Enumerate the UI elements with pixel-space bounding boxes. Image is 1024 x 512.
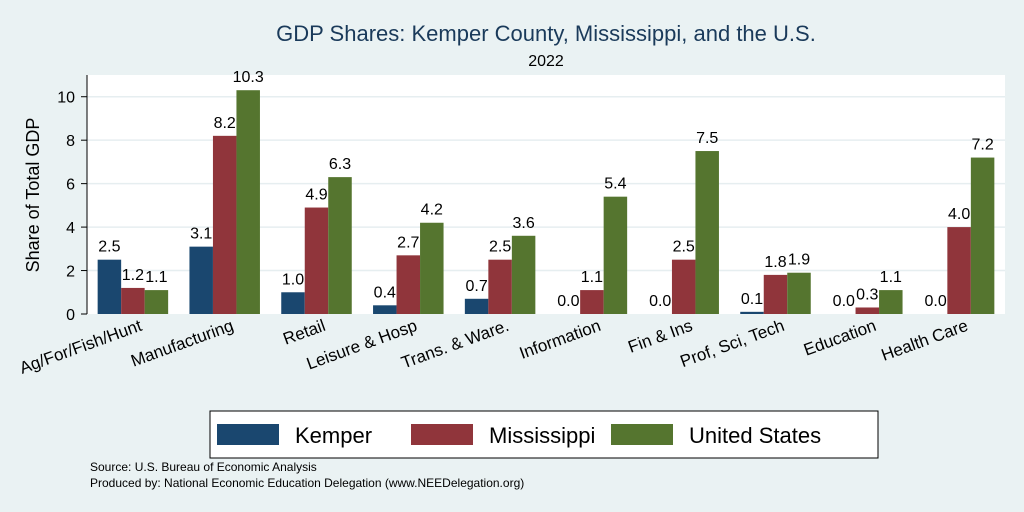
data-label: 1.8 <box>764 254 786 271</box>
bar-kemper <box>373 305 397 314</box>
legend-swatch <box>411 424 473 445</box>
bar-mississippi <box>121 287 145 314</box>
data-label: 1.9 <box>788 252 810 269</box>
bar-mississippi <box>396 255 421 314</box>
bar-united-states <box>144 290 169 314</box>
data-label: 0.0 <box>924 293 946 310</box>
y-tick-label: 4 <box>66 220 75 237</box>
data-label: 0.1 <box>741 291 763 308</box>
legend-swatch <box>611 424 673 445</box>
bar-united-states <box>236 90 260 314</box>
bar-united-states <box>603 196 628 314</box>
bar-united-states <box>787 272 811 314</box>
legend-swatch <box>217 424 279 445</box>
y-ticks: 0 2 4 6 8 10 <box>57 90 87 324</box>
data-label: 7.2 <box>971 137 993 154</box>
y-axis-label: Share of Total GDP <box>23 118 43 273</box>
bar-mississippi <box>304 207 329 314</box>
data-label: 2.7 <box>397 234 419 251</box>
data-label: 8.2 <box>214 115 236 132</box>
y-tick-label: 6 <box>66 177 75 194</box>
bar-kemper <box>281 292 305 314</box>
bar-kemper <box>464 298 489 314</box>
data-label: 1.1 <box>581 269 603 286</box>
y-tick-label: 10 <box>57 90 75 107</box>
bar-mississippi <box>671 259 696 314</box>
source-note: Source: U.S. Bureau of Economic Analysis <box>90 460 317 474</box>
chart-subtitle: 2022 <box>528 53 564 70</box>
bar-kemper <box>740 311 764 314</box>
data-labels: 2.51.2 1.13.18.210.31.04.96.30.42.74.20.7… <box>98 69 994 310</box>
bar-united-states <box>970 157 995 314</box>
bar-kemper <box>97 259 122 314</box>
data-label: 0.0 <box>557 293 579 310</box>
data-label: 0.4 <box>374 284 396 301</box>
data-label: 0.7 <box>465 278 487 295</box>
data-label: 10.3 <box>233 69 264 86</box>
bar-mississippi <box>763 274 788 314</box>
data-label: 0.0 <box>833 293 855 310</box>
data-label: 3.6 <box>512 215 534 232</box>
legend-label: Kemper <box>295 423 372 448</box>
y-tick-label: 2 <box>66 264 75 281</box>
bar-mississippi <box>488 259 512 314</box>
data-label: 2.5 <box>673 239 695 256</box>
data-label: 1.1 <box>880 269 902 286</box>
data-label: 4.2 <box>421 202 443 219</box>
data-label: 1.0 <box>282 271 304 288</box>
bar-mississippi <box>947 227 971 314</box>
bars <box>97 90 995 314</box>
bar-united-states <box>420 222 444 314</box>
data-label: 7.5 <box>696 130 718 147</box>
legend-label: Mississippi <box>489 423 595 448</box>
y-tick-label: 8 <box>66 133 75 150</box>
data-label: 2.5 <box>98 239 120 256</box>
data-label: 2.5 <box>489 239 511 256</box>
bar-united-states <box>511 235 536 314</box>
data-label: 1.1 <box>145 269 167 286</box>
bar-mississippi <box>855 307 880 314</box>
legend-label: United States <box>689 423 821 448</box>
bar-united-states <box>879 290 903 314</box>
data-label: 0.3 <box>856 286 878 303</box>
data-label: 0.0 <box>649 293 671 310</box>
bar-mississippi <box>212 135 237 314</box>
produced-by-note: Produced by: National Economic Education… <box>90 476 524 490</box>
legend-box <box>209 410 879 459</box>
data-label: 6.3 <box>329 156 351 173</box>
data-label: 5.4 <box>604 176 626 193</box>
bar-mississippi <box>580 290 604 314</box>
y-tick-label: 0 <box>66 307 75 324</box>
data-label: 4.9 <box>305 187 327 204</box>
data-label: 1.2 <box>122 267 144 284</box>
bar-united-states <box>328 177 352 314</box>
data-label: 3.1 <box>190 226 212 243</box>
bar-kemper <box>189 246 213 314</box>
legend: Kemper Mississippi United States <box>209 410 879 459</box>
chart-title: GDP Shares: Kemper County, Mississippi, … <box>276 21 816 46</box>
bar-united-states <box>695 151 719 314</box>
data-label: 4.0 <box>948 206 970 223</box>
